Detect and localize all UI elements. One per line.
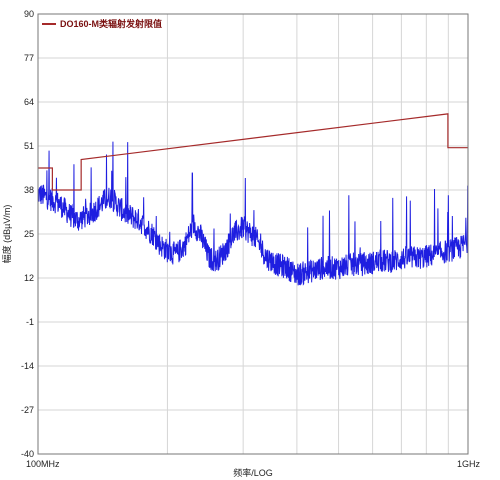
series-limit-line <box>38 113 468 191</box>
x-tick-label: 1GHz <box>457 459 481 469</box>
y-axis-ticks: 90 77 64 51 38 25 12 -1 -14 -27 -40 <box>21 9 34 459</box>
y-tick-label: -1 <box>26 317 34 327</box>
y-axis-title: 幅度 (dBµV/m) <box>1 205 12 264</box>
y-tick-label: 25 <box>24 229 34 239</box>
y-tick-label: 51 <box>24 141 34 151</box>
series-layer <box>37 113 469 286</box>
legend: DO160-M类辐射发射限值 <box>42 18 162 29</box>
plot-frame <box>37 13 469 455</box>
y-tick-label: 38 <box>24 185 34 195</box>
y-tick-label: 77 <box>24 53 34 63</box>
y-tick-label: 90 <box>24 9 34 19</box>
series-measured-emission <box>37 141 469 286</box>
legend-label-limit: DO160-M类辐射发射限值 <box>60 18 162 29</box>
y-tick-label: -27 <box>21 405 34 415</box>
y-tick-label: -40 <box>21 449 34 459</box>
y-tick-label: 12 <box>24 273 34 283</box>
x-tick-label: 100MHz <box>26 459 60 469</box>
y-tick-label: -14 <box>21 361 34 371</box>
y-tick-label: 64 <box>24 97 34 107</box>
x-axis-title: 频率/LOG <box>233 467 273 478</box>
x-axis-ticks: 100MHz 1GHz <box>26 459 480 469</box>
